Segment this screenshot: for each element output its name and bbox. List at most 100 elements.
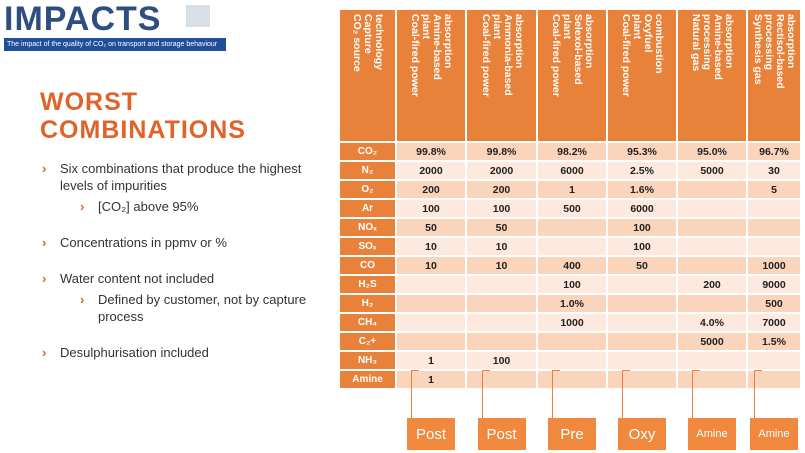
title-line: COMBINATIONS [40,116,246,144]
connector [754,370,755,418]
header-line: Amine-based [431,14,443,80]
table-cell: 50 [397,219,465,236]
title: WORST COMBINATIONS [40,88,246,144]
table-cell: 96.7% [748,143,800,160]
table-cell: 50 [467,219,536,236]
table-cell [678,200,746,217]
header-text: Synthesis gas processing Rectisol-based abs… [752,14,797,89]
table-cell: 1000 [538,314,606,331]
table-cell: 50 [608,257,676,274]
table-cell [678,295,746,312]
table-cell [467,333,536,350]
header-line: plant [420,14,432,40]
bullet: Six combinations that produce the highes… [40,160,310,215]
connector [692,370,693,418]
table-cell: 1.0% [538,295,606,312]
connector [552,370,553,418]
header-line: technology [373,14,385,71]
table-cell: 100 [538,276,606,293]
table-cell [678,219,746,236]
bullet: Concentrations in ppmv or % [40,234,310,251]
table-cell: 10 [467,238,536,255]
table-cell [608,352,676,369]
header-cell: Coal-fired power plant Selexol-based absorp… [538,10,606,141]
capture-label: Oxy [618,418,666,450]
header-text: CO₂ source Capture technology [351,14,385,72]
table-cell [397,333,465,350]
table-cell: 1000 [748,257,800,274]
row-header: CO [340,257,395,274]
connector [622,370,623,418]
table-cell: 2000 [467,162,536,179]
bullet-text: Concentrations in ppmv or % [60,235,227,250]
table-cell: 10 [397,257,465,274]
table-cell: 200 [397,181,465,198]
row-header: O₂ [340,181,395,198]
table-cell: 100 [608,219,676,236]
header-cell: Coal-fired power plant Oxyfuel combustion [608,10,676,141]
table-cell [467,371,536,388]
logo: IMPACTS [4,0,162,38]
table-cell [748,200,800,217]
row-header: H₂ [340,295,395,312]
logo-icon [186,5,210,27]
table-cell: 98.2% [538,143,606,160]
header-text: Coal-fired power plant Selexol-based absorp… [550,14,595,97]
sub-bullet: [CO₂] above 95% [60,198,310,215]
bullet-text: Water content not included [60,271,215,286]
table-cell [678,371,746,388]
table-cell [538,219,606,236]
bullet: Desulphurisation included [40,344,310,361]
header-cell: CO₂ source Capture technology [340,10,395,141]
table-cell: 5000 [678,333,746,350]
header-line: processing [701,14,713,71]
capture-label: Amine [750,418,798,450]
header-line: processing [763,14,775,71]
row-header: NOₓ [340,219,395,236]
header-line: Coal-fired power [620,14,632,97]
table-cell [678,352,746,369]
connector [481,370,490,371]
table-cell [538,352,606,369]
table-cell [608,276,676,293]
table-cell: 100 [608,238,676,255]
capture-label: Pre [548,418,596,450]
header-text: Coal-fired power plant Oxyfuel combustion [620,14,665,97]
capture-label: Amine [688,418,736,450]
header-line: Rectisol-based [774,14,786,89]
capture-label: Post [477,418,526,450]
header-line: absorption [583,14,595,69]
table-cell [748,352,800,369]
connector [481,370,483,418]
table-cell: 1 [538,181,606,198]
table-cell [397,314,465,331]
table-cell [467,276,536,293]
table-cell [467,295,536,312]
header-line: Coal-fired power [550,14,562,97]
header-line: Ammonia-based [501,14,514,96]
row-header: CH₄ [340,314,395,331]
header-line: absorption [512,14,525,69]
header-line: Natural gas [690,14,702,72]
bullet-text: Six combinations that produce the highes… [60,161,302,193]
table-cell [608,295,676,312]
table-cell: 10 [397,238,465,255]
table-cell: 200 [678,276,746,293]
header-line: plant [631,14,643,40]
table-cell: 5000 [678,162,746,179]
header-line: absorption [723,14,735,69]
table-cell: 5 [748,181,800,198]
table-cell: 7000 [748,314,800,331]
table-cell: 200 [467,181,536,198]
row-header: H₂S [340,276,395,293]
connector [754,370,762,371]
row-header: Amine [340,371,395,388]
header-text: Natural gas processing Amine-based absorpti… [690,14,735,80]
row-header: Ar [340,200,395,217]
table-cell: 95.0% [678,143,746,160]
header-line: Synthesis gas [752,14,764,85]
table-cell: 2000 [397,162,465,179]
header-line: Selexol-based [572,14,584,85]
header-text: Coal-fired power plant Amine-based absorpti… [409,14,454,97]
